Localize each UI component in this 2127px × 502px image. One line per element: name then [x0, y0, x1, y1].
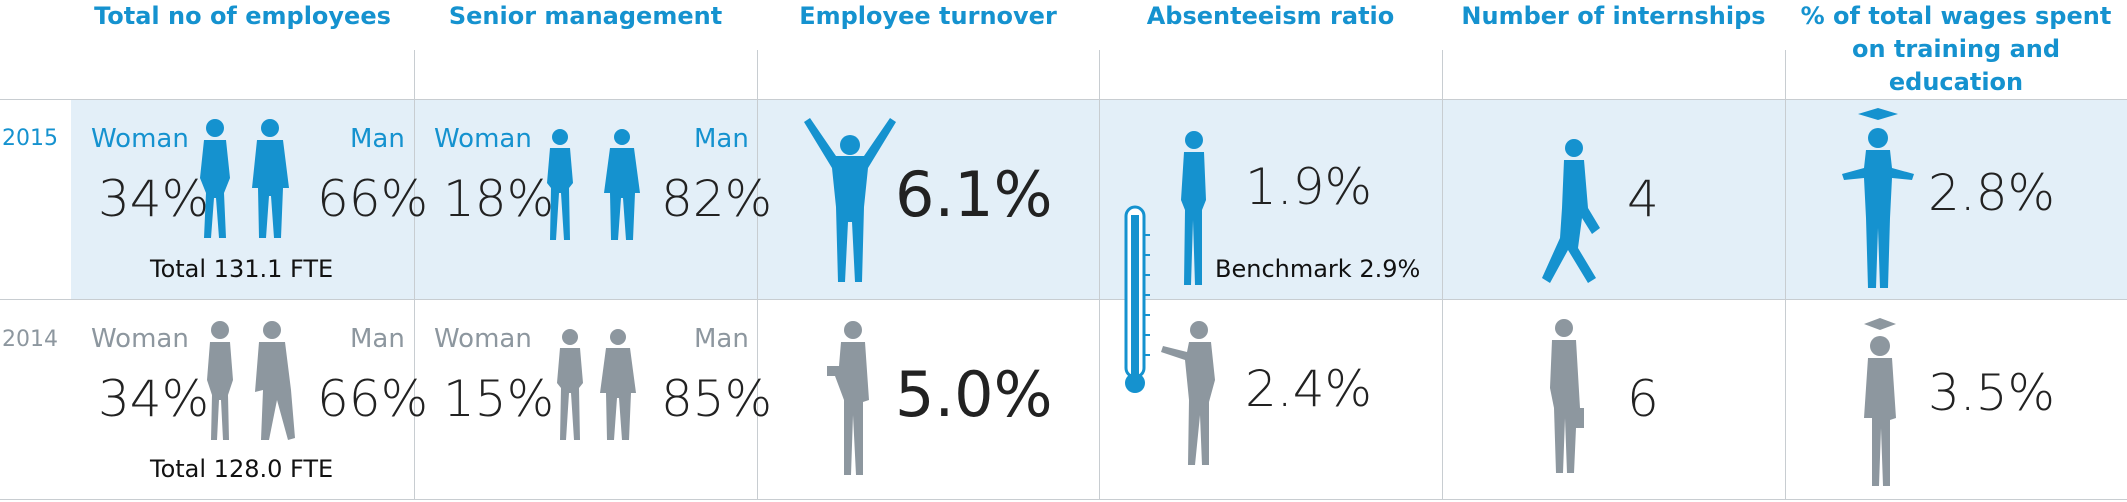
- row-divider-middle: [0, 299, 2127, 300]
- header-wages-line2: on training and education: [1851, 35, 2061, 96]
- label-woman: Woman: [434, 324, 532, 354]
- man-figure-icon: [255, 321, 295, 440]
- label-man: Man: [350, 324, 405, 354]
- man-figure-icon: [600, 329, 636, 440]
- woman-figure-icon: [1161, 321, 1215, 465]
- header-employees: Total no of employees: [94, 2, 391, 30]
- header-absenteeism: Absenteeism ratio: [1146, 2, 1395, 30]
- employees-woman-pct-2014: 34%: [98, 370, 210, 428]
- year-label-2015: 2015: [2, 126, 58, 151]
- graduate-figure-icon: [1842, 108, 1914, 288]
- arms-raised-figure-icon: [804, 118, 896, 282]
- woman-figure-icon: [547, 129, 573, 240]
- employees-total-2015: Total 131.1 FTE: [150, 255, 334, 283]
- column-divider: [757, 50, 758, 500]
- absenteeism-benchmark: Benchmark 2.9%: [1215, 255, 1421, 283]
- header-employee-turnover: Employee turnover: [799, 2, 1057, 30]
- graduate-figure-icon: [1864, 318, 1896, 486]
- turnover-2014: 5.0%: [895, 358, 1053, 431]
- employees-man-pct-2014: 66%: [317, 370, 429, 428]
- column-divider: [414, 50, 415, 500]
- woman-figure-icon: [200, 119, 230, 238]
- senior-woman-pct-2014: 15%: [443, 370, 555, 428]
- man-figure-icon: [604, 129, 640, 240]
- man-figure-icon: [1550, 319, 1584, 473]
- header-wages-training: % of total wages spent on training and e…: [1785, 0, 2127, 99]
- woman-figure-icon: [1181, 131, 1206, 285]
- column-divider: [1099, 50, 1100, 500]
- walking-woman-figure-icon: [1542, 139, 1600, 283]
- woman-figure-icon: [557, 329, 583, 440]
- header-wages-line1: % of total wages spent: [1800, 2, 2112, 30]
- column-divider: [1785, 50, 1786, 500]
- thermometer-icon: [1124, 205, 1150, 393]
- header-senior-management: Senior management: [448, 2, 723, 30]
- senior-man-pct-2014: 85%: [661, 370, 773, 428]
- woman-figure-icon: [207, 321, 233, 440]
- absenteeism-2014: 2.4%: [1245, 360, 1373, 418]
- label-man: Man: [694, 324, 749, 354]
- man-figure-icon: [252, 119, 289, 238]
- turnover-2015: 6.1%: [895, 158, 1053, 231]
- absenteeism-2015: 1.9%: [1245, 158, 1373, 216]
- label-man: Man: [350, 124, 405, 154]
- label-woman: Woman: [91, 324, 189, 354]
- internships-2015: 4: [1627, 170, 1659, 228]
- row-divider-bottom: [0, 499, 2127, 500]
- column-divider: [1442, 50, 1443, 500]
- senior-woman-pct-2015: 18%: [443, 170, 555, 228]
- employees-woman-pct-2015: 34%: [98, 170, 210, 228]
- senior-man-pct-2015: 82%: [661, 170, 773, 228]
- internships-2014: 6: [1627, 370, 1659, 428]
- wages-2015: 2.8%: [1928, 164, 2056, 222]
- employees-total-2014: Total 128.0 FTE: [150, 455, 334, 483]
- man-figure-icon: [827, 321, 869, 475]
- header-internships: Number of internships: [1461, 2, 1766, 30]
- label-woman: Woman: [434, 124, 532, 154]
- label-man: Man: [694, 124, 749, 154]
- row-divider-top: [0, 99, 2127, 100]
- wages-2014: 3.5%: [1928, 364, 2056, 422]
- graduation-cap-icon: [1864, 318, 1896, 330]
- graduation-cap-icon: [1858, 108, 1898, 120]
- label-woman: Woman: [91, 124, 189, 154]
- employees-man-pct-2015: 66%: [317, 170, 429, 228]
- year-label-2014: 2014: [2, 327, 58, 352]
